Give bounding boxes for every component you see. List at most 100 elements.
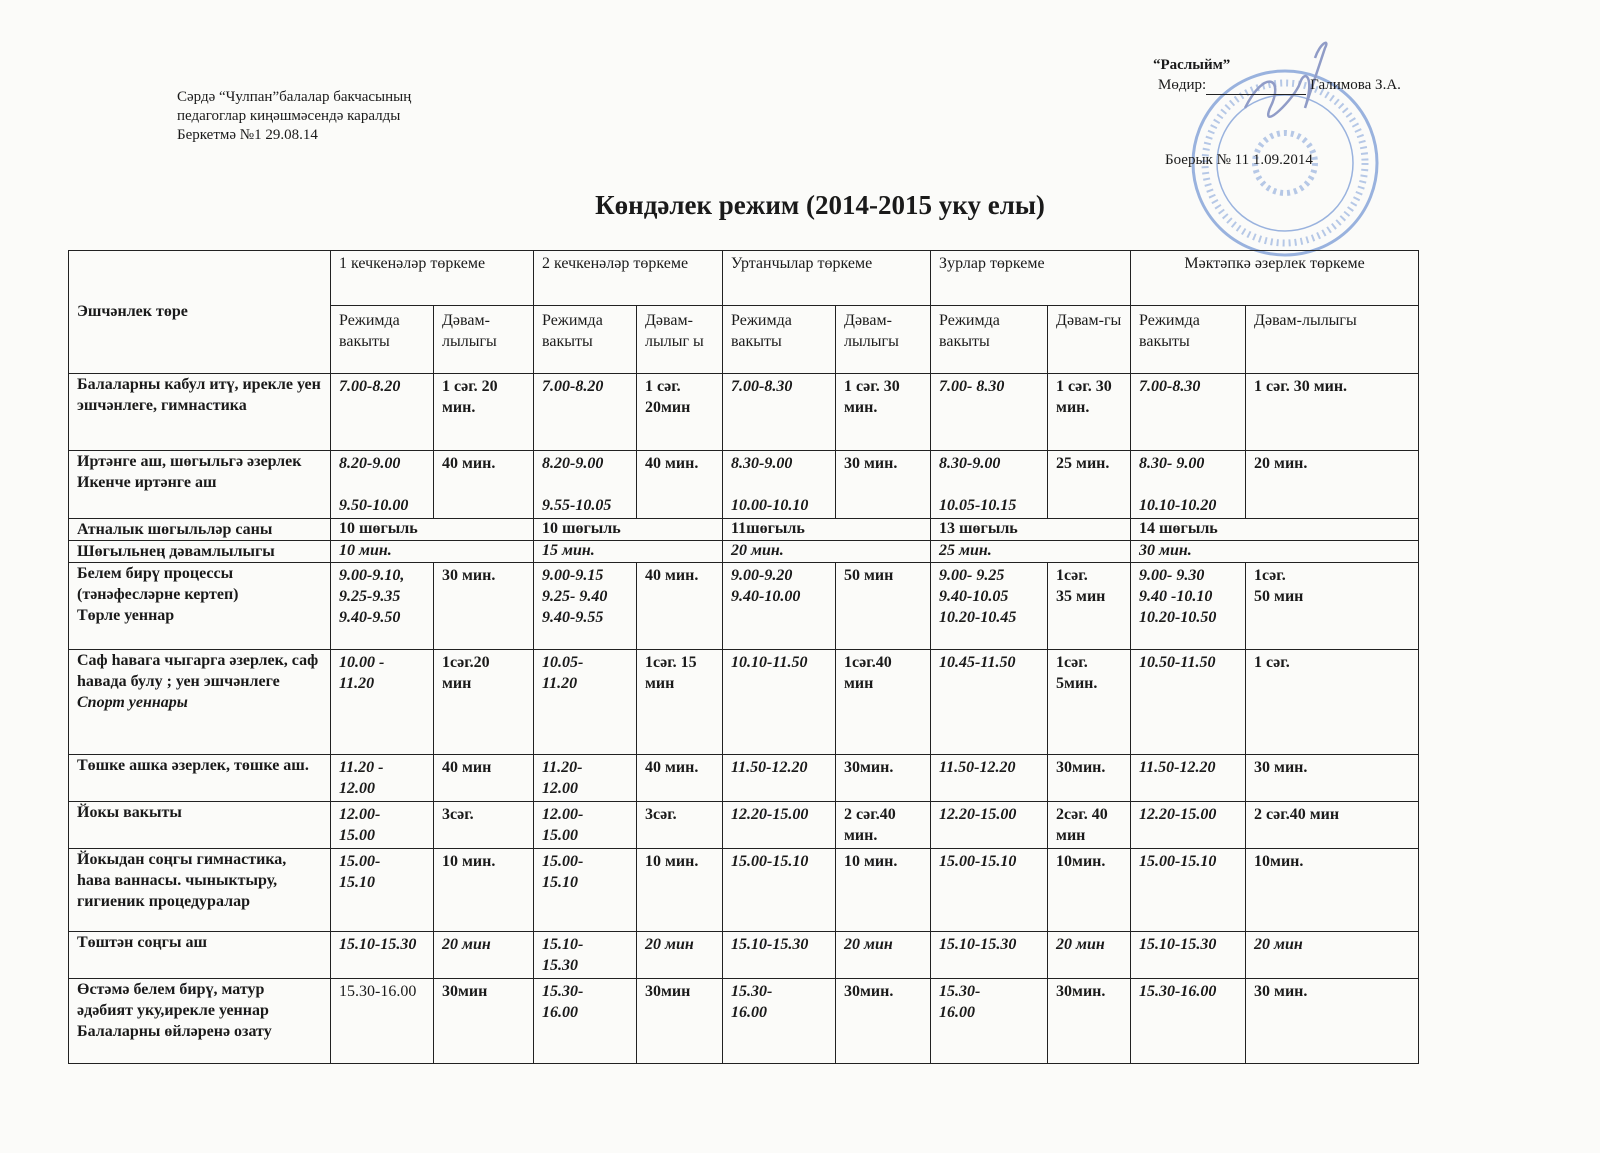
duration-cell: 20 мин	[432, 931, 535, 979]
activity-label: Атналык шөгыльләр саны	[68, 518, 331, 541]
duration-cell: 1 сәг. 30 мин.	[835, 373, 932, 451]
subheader-row: Режимда вакыты Дәвам-лылыгы Режимда вакыты…	[69, 305, 1420, 374]
duration-cell: 25 мин.	[1047, 450, 1132, 519]
schedule-time-cell: 10.50-11.50	[1130, 649, 1247, 755]
duration-cell: 20 мин.	[1245, 450, 1420, 519]
duration-cell: 1 сәг. 30 мин.	[1047, 373, 1132, 451]
table-row: Белем бирү процессы (тәнәфесләрне кертеп…	[68, 562, 1420, 650]
header-row: Эшчәнлек төре 1 кечкенәләр төркеме 2 кечке…	[68, 250, 1420, 374]
schedule-time-cell: 7.00-8.30	[1130, 373, 1247, 451]
table-row: Шөгыльнең дәвамлылыгы 10 мин. 15 мин. 20 ми…	[68, 540, 1420, 563]
schedule-time-cell: 7.00- 8.30	[930, 373, 1049, 451]
schedule-time-cell: 15.00-15.10	[722, 848, 837, 932]
schedule-time-cell: 10.10-11.50	[722, 649, 837, 755]
schedule-time-cell: 12.00- 15.00	[533, 801, 638, 849]
duration-subheader: Дәвам-лылыгы	[432, 305, 535, 374]
merged-value-cell: 14 шөгыль	[1130, 518, 1420, 541]
schedule-time-cell: 7.00-8.20	[533, 373, 638, 451]
schedule-time-cell: 11.50-12.20	[1130, 754, 1247, 802]
daily-schedule-table: Эшчәнлек төре 1 кечкенәләр төркеме 2 кечке…	[68, 250, 1420, 1064]
duration-cell: 2 сәг.40 мин	[1245, 801, 1420, 849]
time-subheader: Режимда вакыты	[1130, 305, 1247, 374]
duration-cell: 30 мин.	[1245, 978, 1420, 1064]
group-header: 2 кечкенәләр төркеме	[533, 250, 724, 306]
table-row: Өстәмә белем бирү, матур әдәбият уку,ире…	[68, 978, 1420, 1064]
duration-cell: 1сәг. 35 мин	[1047, 562, 1132, 650]
merged-value-cell: 13 шөгыль	[930, 518, 1132, 541]
activity-label: Шөгыльнең дәвамлылыгы	[68, 540, 331, 563]
duration-cell: 20 мин	[1047, 931, 1132, 979]
duration-cell: 10мин.	[1245, 848, 1420, 932]
activity-label: Төшке ашка әзерлек, төшке аш.	[68, 754, 331, 802]
duration-cell: 10 мин.	[432, 848, 535, 932]
time-subheader: Режимда вакыты	[722, 305, 837, 374]
duration-cell: 1 сәг. 20 мин.	[432, 373, 535, 451]
duration-subheader: Дәвам-лылыгы	[1245, 305, 1420, 374]
director-approval-block: “Раслыйм” Мөдир: Галимова З.А.	[1153, 55, 1401, 95]
duration-cell: 50 мин	[835, 562, 932, 650]
group-header: 1 кечкенәләр төркеме	[329, 250, 535, 306]
merged-value-cell: 20 мин.	[722, 540, 932, 563]
activity-name: Өстәмә белем бирү, матур әдәбият уку,ире…	[77, 981, 272, 1040]
activity-name: Төштән соңгы аш	[77, 934, 207, 951]
activity-label: Балаларны кабул итү, ирекле уен эшчәнлег…	[68, 373, 331, 451]
merged-value-cell: 10 шөгыль	[329, 518, 535, 541]
activity-name: Балаларны кабул итү, ирекле уен эшчәнлег…	[77, 376, 321, 414]
activity-name: Шөгыльнең дәвамлылыгы	[77, 543, 275, 560]
table-row: Иртәнге аш, шөгыльгә әзерлек Икенче иртә…	[68, 450, 1420, 519]
schedule-time-cell: 15.10-15.30	[330, 931, 434, 979]
document-title: Көндәлек режим (2014-2015 уку елы)	[595, 190, 1045, 220]
schedule-time-cell: 8.30-9.00 10.00-10.10	[722, 450, 837, 519]
schedule-time-cell: 15.10-15.30	[930, 931, 1049, 979]
schedule-time-cell: 15.10-15.30	[722, 931, 837, 979]
schedule-time-cell: 9.00-9.20 9.40-10.00	[722, 562, 837, 650]
duration-cell: 30 мин.	[835, 450, 932, 519]
duration-cell: 1 сәг. 30 мин.	[1245, 373, 1420, 451]
merged-value-cell: 25 мин.	[930, 540, 1132, 563]
schedule-time-cell: 15.30- 16.00	[930, 978, 1049, 1064]
schedule-time-cell: 8.20-9.00 9.55-10.05	[533, 450, 638, 519]
schedule-time-cell: 15.00- 15.10	[533, 848, 638, 932]
schedule-time-cell: 8.20-9.00 9.50-10.00	[330, 450, 434, 519]
activity-label: Йокыдан соңгы гимнастика, һава ваннасы. …	[68, 848, 331, 932]
time-subheader: Режимда вакыты	[330, 305, 434, 374]
schedule-time-cell: 9.00- 9.30 9.40 -10.10 10.20-10.50	[1130, 562, 1247, 650]
schedule-time-cell: 9.00- 9.25 9.40-10.05 10.20-10.45	[930, 562, 1049, 650]
schedule-time-cell: 7.00-8.20	[330, 373, 434, 451]
schedule-time-cell: 10.00 - 11.20	[330, 649, 434, 755]
merged-value-cell: 30 мин.	[1130, 540, 1420, 563]
signature-line	[1206, 94, 1307, 95]
group-header: Зурлар төркеме	[930, 250, 1132, 306]
director-name: Галимова З.А.	[1310, 77, 1401, 93]
duration-cell: 30 мин.	[432, 562, 535, 650]
duration-cell: 1 сәг.	[1245, 649, 1420, 755]
schedule-time-cell: 15.00- 15.10	[330, 848, 434, 932]
group-header: Мәктәпкә әзерлек төркеме	[1130, 250, 1420, 306]
schedule-time-cell: 15.00-15.10	[930, 848, 1049, 932]
duration-cell: 1сәг. 5мин.	[1047, 649, 1132, 755]
table-row: Йокыдан соңгы гимнастика, һава ваннасы. …	[68, 848, 1420, 932]
duration-cell: 30мин	[432, 978, 535, 1064]
duration-cell: 1сәг.40 мин	[835, 649, 932, 755]
duration-cell: 20 мин	[835, 931, 932, 979]
schedule-time-cell: 15.30-16.00	[330, 978, 434, 1064]
schedule-time-cell: 15.30- 16.00	[533, 978, 638, 1064]
order-number: Боерык № 11 1.09.2014	[1165, 152, 1313, 168]
merged-value-cell: 11шөгыль	[722, 518, 932, 541]
schedule-time-cell: 9.00-9.10, 9.25-9.35 9.40-9.50	[330, 562, 434, 650]
schedule-time-cell: 11.50-12.20	[930, 754, 1049, 802]
schedule-time-cell: 9.00-9.15 9.25- 9.40 9.40-9.55	[533, 562, 638, 650]
activity-label: Йокы вакыты	[68, 801, 331, 849]
duration-cell: 20 мин	[636, 931, 724, 979]
schedule-time-cell: 10.45-11.50	[930, 649, 1049, 755]
table-row: Төшке ашка әзерлек, төшке аш. 11.20 - 12.…	[68, 754, 1420, 802]
activity-name: Төшке ашка әзерлек, төшке аш.	[77, 757, 309, 774]
duration-cell: 10мин.	[1047, 848, 1132, 932]
activity-column-header: Эшчәнлек төре	[68, 250, 331, 374]
schedule-time-cell: 8.30- 9.00 10.10-10.20	[1130, 450, 1247, 519]
activity-label: Белем бирү процессы (тәнәфесләрне кертеп…	[68, 562, 331, 650]
duration-subheader: Дәвам-лылыгы	[835, 305, 932, 374]
council-line-1: Сәрдә “Чулпан”балалар бакчасының	[177, 89, 412, 105]
duration-cell: 30мин.	[1047, 978, 1132, 1064]
table-row: Йокы вакыты 12.00- 15.00 3сәг. 12.00- 15.00…	[68, 801, 1420, 849]
